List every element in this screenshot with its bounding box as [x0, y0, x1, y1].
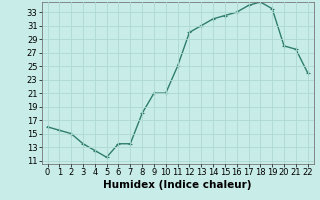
- X-axis label: Humidex (Indice chaleur): Humidex (Indice chaleur): [103, 180, 252, 190]
